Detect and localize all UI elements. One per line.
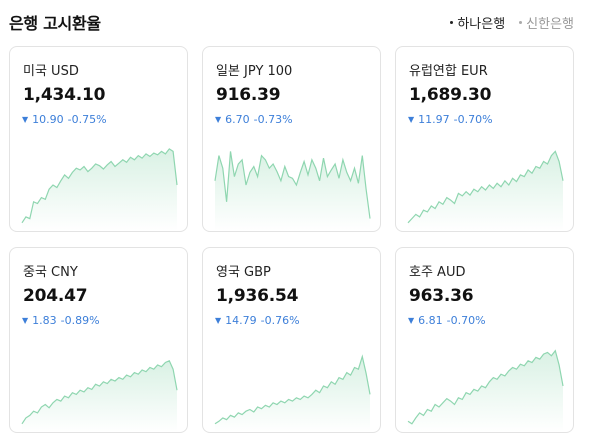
exchange-rate: 204.47 <box>23 286 88 306</box>
rate-change: ▼ 11.97 -0.70% <box>408 113 493 126</box>
rate-change: ▼ 6.81 -0.70% <box>408 314 486 327</box>
tab-shinhan-bank[interactable]: 신한은행 <box>519 13 574 32</box>
tab-hana-bank[interactable]: 하나은행 <box>450 13 505 32</box>
change-amount: 11.97 <box>418 113 450 126</box>
change-percent: -0.70% <box>453 113 493 126</box>
sparkline-area <box>408 151 563 231</box>
change-percent: -0.70% <box>446 314 486 327</box>
change-percent: -0.89% <box>60 314 100 327</box>
change-percent: -0.76% <box>260 314 300 327</box>
tab-label: 하나은행 <box>457 17 506 32</box>
rate-card-cny[interactable]: 중국 CNY 204.47 ▼ 1.83 -0.89% <box>9 247 188 433</box>
change-amount: 1.83 <box>32 314 57 327</box>
sparkline-area <box>215 356 370 432</box>
bullet-icon <box>519 21 523 24</box>
down-triangle-icon: ▼ <box>215 115 222 124</box>
sparkline-line <box>21 148 178 224</box>
sparkline-chart <box>407 349 564 432</box>
sparkline-chart <box>214 354 371 432</box>
sparkline-line <box>407 150 564 224</box>
rate-card-gbp[interactable]: 영국 GBP 1,936.54 ▼ 14.79 -0.76% <box>202 247 381 433</box>
sparkline-area <box>22 360 177 432</box>
rate-card-eur[interactable]: 유럽연합 EUR 1,689.30 ▼ 11.97 -0.70% <box>395 46 574 232</box>
currency-name: 호주 AUD <box>409 265 466 280</box>
bullet-icon <box>450 21 454 24</box>
sparkline-line <box>214 354 371 425</box>
currency-name: 유럽연합 EUR <box>409 64 488 79</box>
currency-name: 일본 JPY 100 <box>216 64 293 79</box>
change-amount: 6.70 <box>225 113 250 126</box>
currency-name: 중국 CNY <box>23 265 78 280</box>
sparkline-chart <box>214 151 371 231</box>
tab-label: 신한은행 <box>526 17 574 32</box>
down-triangle-icon: ▼ <box>22 115 29 124</box>
currency-name: 미국 USD <box>23 64 79 79</box>
sparkline-area <box>408 350 563 432</box>
rate-change: ▼ 6.70 -0.73% <box>215 113 293 126</box>
change-amount: 6.81 <box>418 314 443 327</box>
rate-card-aud[interactable]: 호주 AUD 963.36 ▼ 6.81 -0.70% <box>395 247 574 433</box>
down-triangle-icon: ▼ <box>408 115 415 124</box>
sparkline-area <box>22 148 177 231</box>
change-percent: -0.75% <box>67 113 107 126</box>
currency-name: 영국 GBP <box>216 265 271 280</box>
sparkline-chart <box>21 360 178 432</box>
exchange-rate: 1,434.10 <box>23 85 106 105</box>
down-triangle-icon: ▼ <box>22 316 29 325</box>
down-triangle-icon: ▼ <box>215 316 222 325</box>
down-triangle-icon: ▼ <box>408 316 415 325</box>
rate-card-usd[interactable]: 미국 USD 1,434.10 ▼ 10.90 -0.75% <box>9 46 188 232</box>
change-amount: 10.90 <box>32 113 64 126</box>
bank-tabs: 하나은행 신한은행 <box>450 13 574 32</box>
sparkline-chart <box>407 150 564 231</box>
sparkline-area <box>215 151 370 231</box>
exchange-rate: 1,936.54 <box>216 286 299 306</box>
change-amount: 14.79 <box>225 314 257 327</box>
rate-change: ▼ 14.79 -0.76% <box>215 314 300 327</box>
sparkline-line <box>214 151 371 219</box>
header: 은행 고시환율 하나은행 신한은행 <box>0 0 590 42</box>
rate-change: ▼ 10.90 -0.75% <box>22 113 107 126</box>
rate-change: ▼ 1.83 -0.89% <box>22 314 100 327</box>
sparkline-line <box>21 360 178 425</box>
exchange-rate: 916.39 <box>216 85 281 105</box>
change-percent: -0.73% <box>253 113 293 126</box>
sparkline-line <box>407 349 564 425</box>
exchange-rate: 963.36 <box>409 286 474 306</box>
sparkline-chart <box>21 148 178 231</box>
page-title: 은행 고시환율 <box>9 14 101 33</box>
rate-card-jpy[interactable]: 일본 JPY 100 916.39 ▼ 6.70 -0.73% <box>202 46 381 232</box>
exchange-rate: 1,689.30 <box>409 85 492 105</box>
